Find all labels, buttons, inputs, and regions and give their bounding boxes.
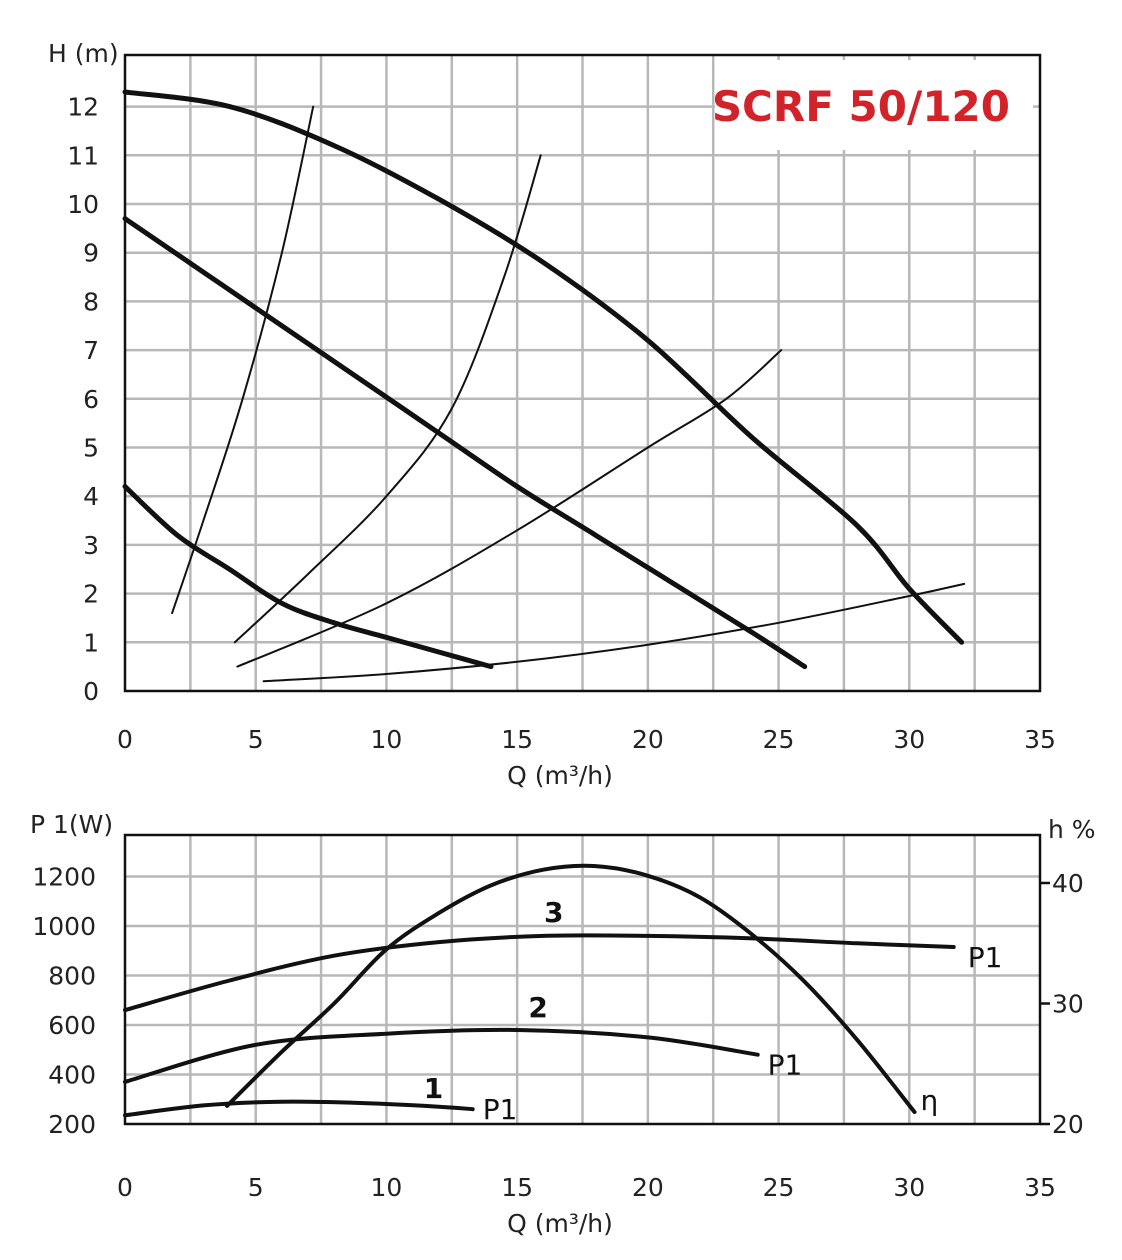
x-tick-label: 0 [117, 1173, 133, 1202]
x-tick-label: 30 [893, 1173, 925, 1202]
y-tick-label: 8 [83, 287, 99, 316]
y-tick-label: 6 [83, 385, 99, 414]
series-end-label: P1 [968, 941, 1003, 974]
power-efficiency-chart: 0 5 10 15 20 25 30 35 200 400 600 800 1000 1200 20 30 40… [32, 833, 1084, 1202]
y-tick-label: 200 [48, 1110, 96, 1139]
y2-tick-label: 30 [1052, 990, 1084, 1019]
title-background [715, 60, 1033, 150]
system-curve [262, 582, 966, 683]
bottom-y-axis-label: P 1(W) [30, 810, 113, 839]
top-x-axis-label: Q (m³/h) [507, 761, 613, 790]
series-number-label: 2 [528, 991, 547, 1024]
y-tick-label: 11 [67, 141, 99, 170]
x-tick-label: 5 [248, 1173, 264, 1202]
bottom-x-axis-label: Q (m³/h) [507, 1209, 613, 1238]
chart-title: SCRF 50/120 [712, 82, 1010, 131]
x-tick-label: 0 [117, 725, 133, 754]
y-tick-label: 2 [83, 580, 99, 609]
y-tick-label: 0 [83, 677, 99, 706]
pump-curve [122, 484, 494, 670]
x-tick-label: 10 [371, 1173, 403, 1202]
y-tick-label: 7 [83, 336, 99, 365]
x-tick-label: 5 [248, 725, 264, 754]
pump-curve [122, 216, 808, 670]
y-tick-label: 9 [83, 239, 99, 268]
series-end-label: P1 [768, 1049, 803, 1082]
system-curve [233, 154, 542, 644]
series-number-label: 3 [544, 896, 563, 929]
x-tick-label: 15 [501, 725, 533, 754]
power-curve-1 [123, 1099, 475, 1118]
x-tick-label: 35 [1024, 725, 1056, 754]
y-tick-label: 1000 [32, 912, 96, 941]
x-tick-label: 25 [763, 1173, 795, 1202]
system-curve [171, 105, 315, 615]
y-tick-label: 3 [83, 531, 99, 560]
x-tick-label: 25 [763, 725, 795, 754]
y2-tick-label: 20 [1052, 1110, 1084, 1139]
plot-frame [123, 833, 1042, 1126]
series-end-label: P1 [483, 1093, 518, 1126]
efficiency-curve [225, 863, 917, 1114]
y-tick-label: 5 [83, 434, 99, 463]
power-curve-3 [123, 933, 956, 1013]
y-tick-label: 1 [83, 628, 99, 657]
y-tick-label: 10 [67, 190, 99, 219]
series-number-label: 1 [424, 1072, 443, 1105]
pump-curve [122, 89, 965, 645]
x-tick-label: 15 [501, 1173, 533, 1202]
system-curve [236, 349, 783, 668]
x-tick-label: 20 [632, 1173, 664, 1202]
y-tick-label: 600 [48, 1011, 96, 1040]
y-tick-label: 12 [67, 93, 99, 122]
y2-tick-label: 40 [1052, 869, 1084, 898]
x-tick-label: 20 [632, 725, 664, 754]
top-y-axis-label: H (m) [48, 39, 119, 68]
y-tick-label: 4 [83, 482, 99, 511]
bottom-y2-axis-label: h % [1048, 815, 1096, 844]
x-tick-label: 10 [371, 725, 403, 754]
power-curve-2 [123, 1027, 760, 1084]
series-label: η [921, 1084, 939, 1117]
y-tick-label: 400 [48, 1061, 96, 1090]
y-tick-label: 1200 [32, 863, 96, 892]
x-tick-label: 30 [893, 725, 925, 754]
y-tick-label: 800 [48, 962, 96, 991]
plot-frame [123, 53, 1042, 693]
x-tick-label: 35 [1024, 1173, 1056, 1202]
